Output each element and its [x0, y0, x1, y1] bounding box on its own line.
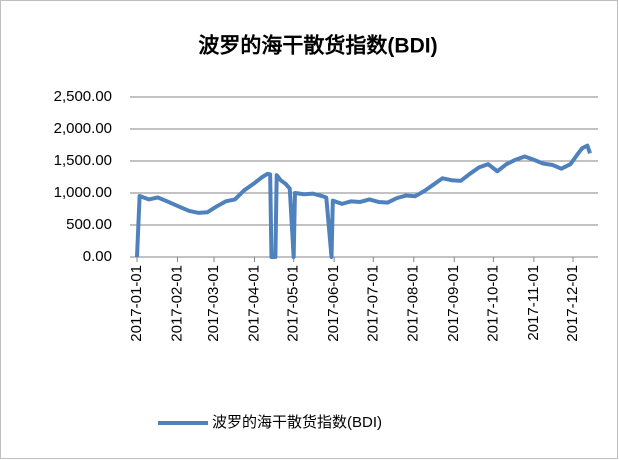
y-tick-label: 500.00 — [66, 216, 112, 233]
x-tick-label: 2017-06-01 — [325, 265, 342, 342]
chart-title: 波罗的海干散货指数(BDI) — [198, 34, 437, 58]
x-tick-label: 2017-01-01 — [128, 265, 145, 342]
data-line — [135, 143, 592, 259]
y-tick-label: 2,000.00 — [54, 120, 112, 137]
x-tick-label: 2017-05-01 — [285, 265, 302, 342]
x-tick-label: 2017-08-01 — [405, 265, 422, 342]
y-tick-label: 0.00 — [83, 248, 112, 265]
x-tick-label: 2017-12-01 — [564, 265, 581, 342]
y-tick-label: 2,500.00 — [54, 88, 112, 105]
x-tick-label: 2017-02-01 — [168, 265, 185, 342]
legend-label: 波罗的海干散货指数(BDI) — [212, 414, 382, 431]
x-tick-label: 2017-04-01 — [245, 265, 262, 342]
x-tick-label: 2017-09-01 — [445, 265, 462, 342]
x-tick-label: 2017-11-01 — [525, 265, 542, 341]
y-tick-label: 1,000.00 — [54, 184, 112, 201]
x-tick-label: 2017-07-01 — [364, 265, 381, 342]
y-tick-label: 1,500.00 — [54, 152, 112, 169]
x-tick-label: 2017-03-01 — [205, 265, 222, 342]
x-tick-label: 2017-10-01 — [484, 265, 501, 342]
